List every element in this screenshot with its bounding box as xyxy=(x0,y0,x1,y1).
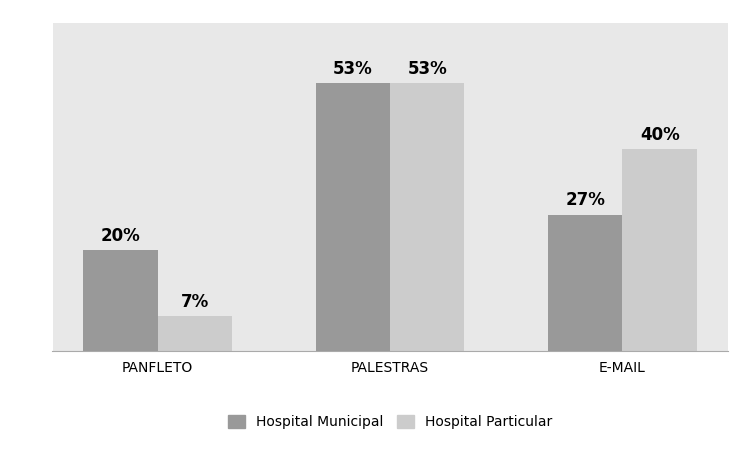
Bar xyxy=(548,215,622,351)
Legend: Hospital Municipal, Hospital Particular: Hospital Municipal, Hospital Particular xyxy=(221,408,559,436)
Bar xyxy=(83,250,158,351)
Text: 53%: 53% xyxy=(407,60,447,78)
Bar xyxy=(158,315,232,351)
Text: 20%: 20% xyxy=(100,227,140,245)
Text: 27%: 27% xyxy=(566,192,605,210)
Bar xyxy=(316,83,390,351)
Bar xyxy=(390,83,464,351)
Text: 53%: 53% xyxy=(333,60,373,78)
Text: 7%: 7% xyxy=(181,292,209,310)
Bar xyxy=(622,149,697,351)
Text: 40%: 40% xyxy=(640,126,680,144)
